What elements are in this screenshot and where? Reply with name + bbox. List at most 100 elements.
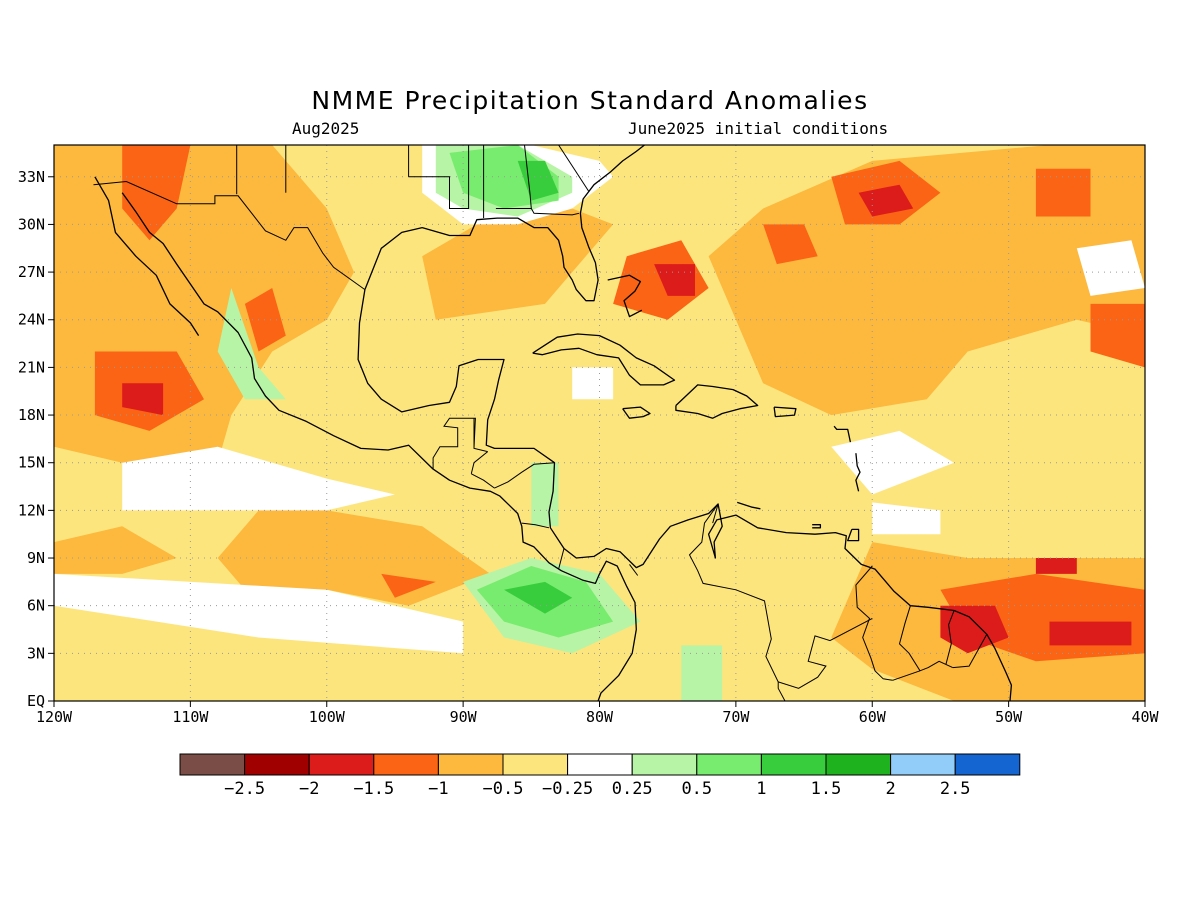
colorbar-swatch — [825, 753, 892, 776]
colorbar-label: −1 — [428, 779, 448, 799]
coastline — [622, 406, 651, 419]
x-tick-label: 100W — [309, 708, 346, 726]
x-tick-label: 40W — [1131, 708, 1159, 726]
x-tick-label: 110W — [172, 708, 209, 726]
anomaly-region-37 — [572, 367, 614, 400]
anomaly-region-20 — [1035, 558, 1077, 574]
colorbar-label: 0.25 — [612, 779, 653, 799]
y-tick-label: 18N — [18, 406, 45, 424]
colorbar-label: 2 — [885, 779, 895, 799]
colorbar-swatch — [760, 753, 827, 776]
map-coastlines — [93, 145, 1013, 701]
anomaly-region-33 — [122, 446, 395, 511]
country-border — [470, 451, 489, 474]
y-tick-label: 12N — [18, 501, 45, 519]
colorbar-label: −2.5 — [224, 779, 265, 799]
colorbar-swatch — [179, 753, 246, 776]
anomaly-region-34 — [54, 573, 464, 654]
y-tick-label: 27N — [18, 263, 45, 281]
anomaly-region-32 — [531, 462, 559, 527]
colorbar-swatch — [308, 753, 375, 776]
y-axis-ticks: EQ 3N 6N 9N 12N 15N 18N 21N 24N 27N 30N 33N — [18, 168, 54, 710]
colorbar-label: −2 — [299, 779, 319, 799]
colorbar-label: 1 — [756, 779, 766, 799]
country-border — [432, 417, 488, 470]
anomaly-fills — [54, 145, 1145, 701]
anomaly-region-3 — [122, 383, 164, 416]
coastline — [675, 384, 759, 419]
colorbar-swatch — [502, 753, 569, 776]
country-border — [495, 208, 580, 216]
anomaly-region-31 — [872, 502, 941, 535]
coastline — [773, 406, 797, 418]
colorbar-label: 0.5 — [681, 779, 712, 799]
coastline — [833, 425, 852, 443]
coastline — [607, 274, 643, 318]
coastline — [121, 192, 637, 701]
colorbar-label: −0.25 — [542, 779, 593, 799]
colorbar-swatch — [244, 753, 310, 776]
country-border — [945, 610, 955, 665]
anomaly-region-4 — [244, 288, 286, 352]
y-tick-label: 6N — [27, 597, 45, 615]
colorbar-label: −1.5 — [353, 779, 394, 799]
coastline — [357, 289, 1013, 701]
anomaly-region-21 — [1049, 621, 1132, 646]
country-border — [778, 617, 873, 689]
country-border — [558, 548, 565, 570]
anomaly-region-10 — [613, 240, 709, 320]
coastline — [812, 524, 822, 529]
anomaly-region-30 — [681, 645, 723, 701]
page-title: NMME Precipitation Standard Anomalies — [311, 86, 869, 115]
y-tick-label: 3N — [27, 644, 45, 662]
x-tick-label: 70W — [722, 708, 750, 726]
colorbar: −2.5 −2 −1.5 −1 −0.5 −0.25 0.25 0.5 1 1.5 2 2.5 — [179, 753, 1021, 799]
colorbar-swatch — [631, 753, 698, 776]
y-tick-label: 15N — [18, 454, 45, 472]
colorbar-label: 1.5 — [811, 779, 842, 799]
country-border — [629, 564, 639, 576]
y-tick-label: 21N — [18, 358, 45, 376]
anomaly-region-26 — [217, 288, 286, 400]
colorbar-label: 2.5 — [940, 779, 971, 799]
coastline — [737, 501, 761, 510]
country-border — [408, 145, 470, 209]
country-border — [952, 634, 988, 669]
country-border — [892, 670, 921, 681]
country-border — [524, 145, 532, 209]
anomaly-region-7 — [381, 573, 436, 598]
country-border — [712, 503, 719, 524]
anomaly-region-14 — [763, 224, 818, 265]
x-tick-label: 80W — [586, 708, 614, 726]
anomaly-region-15 — [1035, 168, 1091, 217]
country-border — [558, 145, 590, 192]
coastline — [94, 176, 200, 336]
colorbar-swatch — [954, 753, 1021, 776]
x-tick-label: 50W — [995, 708, 1023, 726]
colorbar-label: −0.5 — [483, 779, 524, 799]
country-border — [855, 565, 893, 681]
x-tick-label: 120W — [36, 708, 73, 726]
anomaly-region-35 — [831, 430, 955, 495]
country-border — [93, 180, 366, 291]
coastline — [364, 145, 645, 302]
anomaly-region-13 — [858, 184, 914, 217]
colorbar-swatch — [890, 753, 956, 776]
anomaly-region-6 — [54, 526, 177, 574]
anomaly-region-8 — [422, 208, 614, 320]
y-tick-label: 33N — [18, 168, 45, 186]
country-border — [471, 473, 495, 489]
y-tick-label: 30N — [18, 215, 45, 233]
colorbar-swatch — [696, 753, 762, 776]
initial-conditions: June2025 initial conditions — [628, 119, 889, 138]
y-tick-label: EQ — [27, 692, 45, 710]
y-tick-label: 9N — [27, 549, 45, 567]
anomaly-region-36 — [1076, 240, 1145, 296]
country-border — [494, 462, 555, 489]
colorbar-swatch — [373, 753, 439, 776]
x-tick-label: 90W — [450, 708, 478, 726]
colorbar-swatch — [437, 753, 504, 776]
x-axis-ticks: 120W 110W 100W 90W 80W 70W 60W 50W 40W — [36, 701, 1160, 726]
anomaly-region-29 — [504, 581, 573, 614]
